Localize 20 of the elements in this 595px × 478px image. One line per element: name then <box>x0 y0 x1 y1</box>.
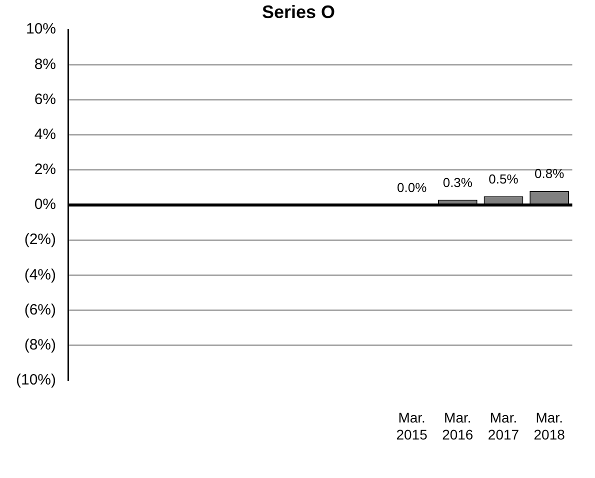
x-tick-label: Mar. 2016 <box>442 410 474 442</box>
y-tick-label: (8%) <box>24 336 56 354</box>
y-tick-label: (2%) <box>24 231 56 248</box>
y-tick-label: 6% <box>34 90 56 108</box>
y-tick-label: (6%) <box>24 301 56 318</box>
y-tick-label: 2% <box>34 161 56 178</box>
x-tick-label: Mar. 2015 <box>396 410 428 442</box>
y-tick-label: 0% <box>34 196 56 214</box>
data-label: 0.5% <box>488 171 519 186</box>
y-tick-label: (4%) <box>24 266 56 284</box>
x-tick-label: Mar. 2018 <box>534 410 566 442</box>
y-tick-label: 10% <box>26 20 56 38</box>
chart-title: Series O <box>262 2 336 22</box>
data-label: 0.0% <box>396 180 428 196</box>
y-tick-label: 8% <box>34 56 56 73</box>
y-tick-label: (10%) <box>16 372 56 389</box>
y-tick-label: 4% <box>34 126 56 143</box>
data-label: 0.8% <box>534 166 565 182</box>
data-label: 0.3% <box>442 174 473 190</box>
x-tick-label: Mar. 2017 <box>488 410 520 442</box>
